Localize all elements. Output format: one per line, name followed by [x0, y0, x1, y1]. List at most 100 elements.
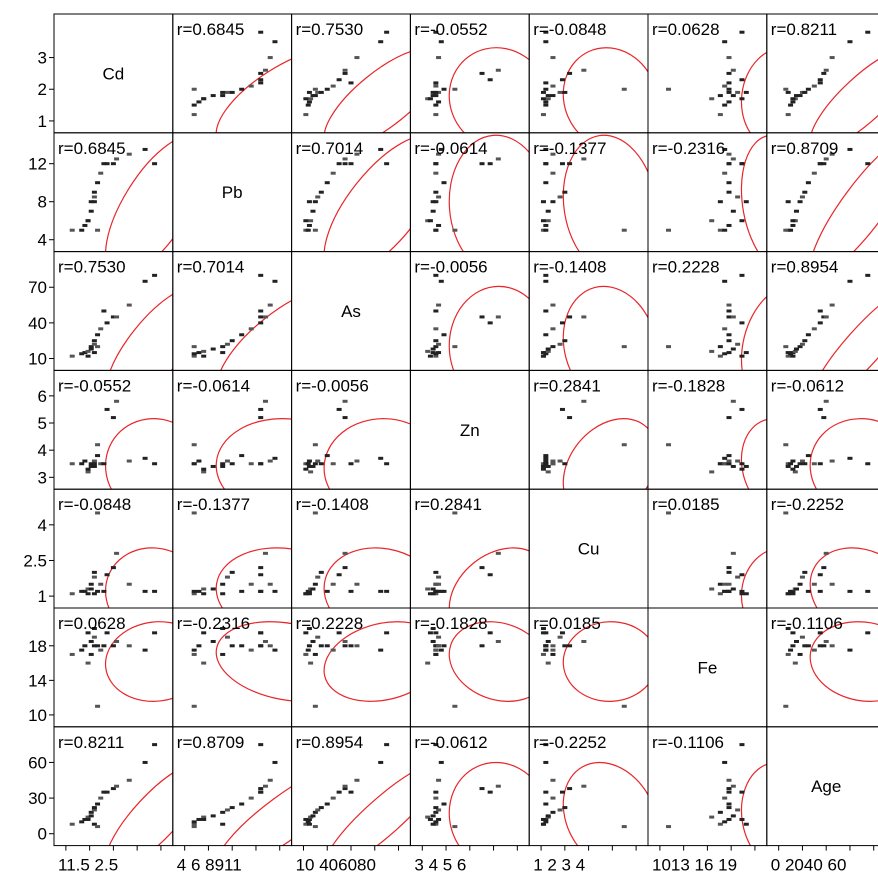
data-point — [743, 351, 749, 355]
data-point — [85, 354, 91, 358]
data-point — [315, 808, 321, 812]
data-point — [82, 459, 88, 463]
density-ellipse — [562, 418, 649, 490]
data-point — [88, 652, 94, 656]
data-point — [717, 200, 723, 204]
data-point — [805, 333, 811, 337]
data-point — [540, 90, 546, 94]
data-point — [823, 315, 829, 319]
data-point — [258, 743, 264, 747]
data-point — [267, 582, 273, 586]
data-point — [324, 802, 330, 806]
data-point — [545, 347, 551, 351]
cell-as-cu — [540, 273, 649, 371]
data-point — [666, 345, 672, 349]
variable-label: As — [341, 302, 361, 321]
data-point — [258, 315, 264, 319]
data-point — [152, 162, 158, 166]
data-point — [303, 97, 309, 101]
data-point — [312, 582, 318, 586]
correlation-label: r=-0.0612 — [414, 733, 487, 752]
data-point — [726, 806, 732, 810]
data-point — [312, 462, 318, 466]
variable-label: Cu — [578, 540, 600, 559]
data-point — [142, 648, 148, 652]
data-point — [543, 760, 549, 764]
data-point — [739, 573, 745, 577]
data-point — [91, 351, 97, 355]
correlation-label: r=-0.2252 — [771, 495, 844, 514]
data-point — [811, 84, 817, 88]
correlation-label: r=-0.1408 — [296, 495, 369, 514]
data-point — [567, 71, 573, 75]
data-point — [805, 589, 811, 593]
density-ellipse — [809, 418, 878, 490]
data-point — [722, 228, 728, 232]
data-point — [821, 162, 827, 166]
correlation-label: r=-0.2252 — [533, 733, 606, 752]
data-point — [479, 162, 485, 166]
data-point — [783, 443, 789, 447]
density-ellipse — [448, 285, 530, 371]
data-point — [85, 661, 91, 665]
y-tick-label: 6 — [38, 387, 47, 406]
data-point — [342, 71, 348, 75]
data-point — [829, 56, 835, 60]
data-point — [210, 587, 216, 591]
correlation-label: r=-0.0552 — [414, 20, 487, 39]
data-point — [436, 223, 442, 227]
data-point — [726, 570, 732, 574]
density-ellipse — [215, 761, 292, 846]
data-point — [306, 627, 312, 631]
data-point — [258, 644, 264, 648]
data-point — [272, 279, 278, 283]
data-point — [88, 345, 94, 349]
data-point — [433, 796, 439, 800]
data-point — [567, 416, 573, 420]
data-point — [438, 760, 444, 764]
data-point — [722, 796, 728, 800]
data-point — [85, 467, 91, 471]
data-point — [865, 273, 871, 277]
data-point — [201, 631, 207, 635]
data-point — [430, 592, 436, 596]
data-point — [384, 462, 390, 466]
data-point — [126, 644, 132, 648]
data-point — [739, 97, 745, 101]
data-point — [726, 333, 732, 337]
data-point — [324, 87, 330, 91]
data-point — [191, 352, 197, 356]
y-tick-label: 70 — [28, 278, 47, 297]
data-point — [88, 464, 94, 468]
data-point — [110, 416, 116, 420]
density-ellipse — [323, 418, 411, 490]
data-point — [540, 97, 546, 101]
data-point — [191, 462, 197, 466]
data-point — [722, 589, 728, 593]
data-point — [817, 78, 823, 82]
data-point — [191, 113, 197, 117]
data-point — [811, 582, 817, 586]
data-point — [229, 462, 235, 466]
data-point — [88, 200, 94, 204]
data-point — [91, 627, 97, 631]
density-ellipse — [448, 47, 530, 133]
data-point — [425, 349, 431, 353]
data-point — [726, 223, 732, 227]
data-point — [790, 354, 796, 358]
data-point — [799, 342, 805, 346]
data-point — [91, 195, 97, 199]
data-point — [303, 219, 309, 223]
data-point — [792, 470, 798, 474]
data-point — [433, 648, 439, 652]
data-point — [430, 587, 436, 591]
data-point — [85, 219, 91, 223]
data-point — [726, 339, 732, 343]
data-point — [85, 817, 91, 821]
cell-cu-fe — [666, 511, 767, 609]
data-point — [433, 652, 439, 656]
data-point — [540, 113, 546, 117]
density-ellipse — [215, 47, 292, 133]
data-point — [378, 589, 384, 593]
data-point — [258, 71, 264, 75]
